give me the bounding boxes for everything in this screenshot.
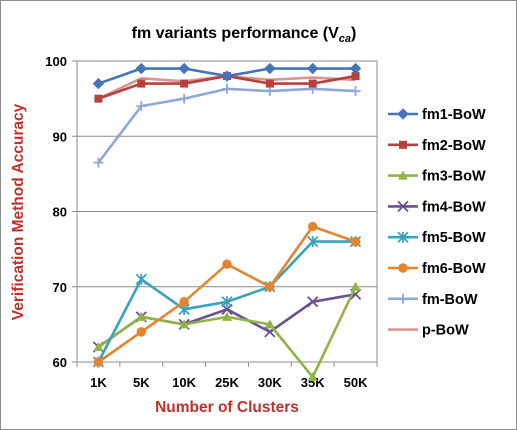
data-point [93, 157, 104, 168]
data-point [307, 296, 319, 308]
data-point [178, 62, 190, 75]
data-point [397, 108, 409, 120]
data-point [222, 83, 232, 94]
series-fm-BoW [93, 83, 361, 168]
x-tick-label: 5K [133, 375, 150, 390]
series-fm3-BoW [93, 281, 361, 382]
legend-item: p-BoW [388, 323, 469, 339]
data-point [179, 93, 190, 104]
data-point [307, 221, 318, 232]
data-point [307, 235, 319, 248]
data-point [398, 170, 408, 180]
data-point [179, 319, 190, 329]
axis-ticks: 60 70 80 90 100 1K 5K 10K 25K 30K 35K 50K [45, 54, 378, 390]
legend-label: fm4-BoW [422, 199, 486, 215]
data-point [350, 236, 361, 247]
legend-label: fm1-BoW [422, 107, 486, 123]
data-point [222, 311, 232, 321]
series-fm6-BoW [93, 221, 361, 367]
data-point [264, 319, 275, 329]
legend-label: fm5-BoW [422, 230, 486, 246]
legend-label: fm2-BoW [422, 138, 486, 154]
data-point [179, 297, 189, 307]
data-point [307, 372, 318, 382]
data-point [135, 62, 147, 75]
legend-item: fm-BoW [388, 292, 478, 308]
data-point [264, 86, 275, 97]
data-point [93, 357, 104, 367]
x-tick-label: 25K [215, 375, 239, 390]
data-point [94, 94, 103, 103]
data-point [350, 281, 361, 291]
legend-item: fm6-BoW [388, 261, 486, 277]
series-fm1-BoW [92, 62, 362, 90]
legend-item: fm3-BoW [388, 169, 486, 185]
data-point [135, 273, 147, 285]
x-tick-label: 35K [301, 375, 325, 390]
legend-label: p-BoW [422, 323, 469, 339]
x-tick-label: 50K [344, 375, 368, 390]
data-point [221, 70, 233, 82]
data-point [349, 62, 362, 75]
data-point [397, 231, 409, 243]
series-group [92, 62, 362, 382]
legend-item: fm2-BoW [388, 138, 486, 154]
data-point [136, 327, 147, 337]
data-point [350, 86, 361, 97]
y-tick-label: 70 [53, 280, 67, 295]
data-point [222, 259, 232, 269]
legend-item: fm5-BoW [388, 230, 486, 246]
legend-label: fm-BoW [422, 292, 478, 308]
data-point [398, 263, 408, 273]
legend-label: fm3-BoW [422, 169, 486, 185]
legend-item: fm4-BoW [388, 199, 486, 215]
data-point [221, 296, 233, 308]
data-point [398, 293, 408, 304]
y-tick-label: 80 [53, 205, 67, 220]
y-axis-label: Verification Method Accuracy [10, 103, 27, 320]
legend: fm1-BoW fm2-BoW fm3-BoW fm4-BoW fm5-BoW fm6-B… [388, 107, 486, 339]
data-point [307, 62, 319, 75]
data-point [308, 79, 317, 88]
y-tick-label: 90 [53, 129, 67, 144]
y-tick-label: 60 [53, 355, 67, 370]
legend-label: fm6-BoW [422, 261, 486, 277]
data-point [397, 200, 409, 213]
data-point [351, 72, 360, 81]
data-point [264, 62, 276, 75]
data-point [93, 341, 104, 351]
data-point [137, 79, 146, 88]
x-axis-label: Number of Clusters [155, 399, 299, 416]
data-point [136, 311, 147, 321]
gridlines [77, 60, 377, 288]
data-point [136, 101, 147, 112]
x-tick-label: 1K [90, 375, 107, 390]
y-tick-label: 100 [45, 54, 67, 69]
x-tick-label: 10K [172, 375, 196, 390]
data-point [265, 282, 275, 292]
chart-title: fm variants performance (Vca) [132, 25, 357, 45]
data-point [265, 79, 274, 88]
data-point [92, 77, 105, 90]
data-point [180, 79, 189, 88]
data-point [399, 140, 407, 149]
x-tick-label: 30K [258, 375, 282, 390]
legend-item: fm1-BoW [388, 107, 486, 123]
